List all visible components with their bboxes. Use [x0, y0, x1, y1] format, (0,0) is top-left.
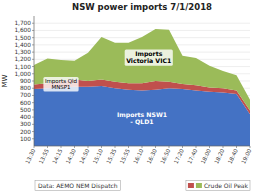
x-tick [88, 146, 89, 148]
x-tick [182, 146, 183, 148]
x-tick [142, 146, 143, 148]
label-box [125, 49, 173, 65]
x-tick-label: 17:20 [173, 147, 185, 164]
series-label: Victoria VIC1 [126, 57, 171, 64]
logo-swatch [188, 183, 194, 188]
logo-swatch [196, 183, 202, 188]
y-tick-label: 400 [20, 114, 31, 120]
x-tick [128, 146, 129, 148]
chart: 100200 300400500600 7008009001,0001,100 1,2… [0, 0, 258, 195]
x-tick [209, 146, 210, 148]
logo-frame [186, 181, 250, 191]
y-tick-label: 700 [20, 92, 31, 98]
y-tick-label: 600 [20, 100, 31, 106]
x-tick-label: 14:30 [65, 147, 77, 164]
title: NSW power imports 7/1/2018 [72, 2, 212, 12]
y-tick-label: 1,100 [14, 64, 31, 70]
y-tick-label: 1,400 [14, 42, 31, 48]
x-tick [34, 146, 35, 148]
y-axis [34, 16, 35, 146]
x-tick [47, 146, 48, 148]
y-tick-label: 500 [20, 107, 31, 113]
logo-box: Crude Oil Peak [186, 181, 250, 191]
y-tick-label: 1,500 [14, 35, 31, 41]
x-tick [61, 146, 62, 148]
x-tick-label: 18:00 [200, 147, 212, 164]
x-tick [169, 146, 170, 148]
x-tick-label: 14:15 [51, 147, 63, 164]
x-tick-label: 15:35 [105, 147, 117, 164]
x-tick-label: 13:30 [24, 147, 36, 164]
label-box [43, 77, 78, 92]
x-tick [223, 146, 224, 148]
x-tick-label: 18:40 [227, 147, 239, 164]
y-tick-label: 1,000 [14, 71, 31, 77]
series-label-group: ImportsVictoria VIC1 [125, 49, 173, 65]
x-tick [196, 146, 197, 148]
y-tick-label: 1,300 [14, 49, 31, 55]
grid-line [34, 30, 250, 31]
series-label: - QLD1 [130, 118, 153, 125]
grid-line [34, 23, 250, 24]
y-tick-label: 200 [20, 129, 31, 135]
footnote-box [35, 181, 121, 191]
x-tick [74, 146, 75, 148]
x-tick [250, 146, 251, 148]
y-tick-label: 1,700 [14, 20, 31, 26]
x-tick-label: 14:50 [78, 147, 90, 164]
y-tick-label: 800 [20, 85, 31, 91]
y-tick-label: 900 [20, 78, 31, 84]
area [34, 86, 250, 146]
x-tick-label: 15:10 [92, 147, 104, 164]
x-tick-label: 19:00 [240, 147, 252, 164]
x-tick [101, 146, 102, 148]
x-tick [236, 146, 237, 148]
series-label: MNSP1 [51, 84, 70, 90]
x-tick-label: 16:50 [159, 147, 171, 164]
series-label-group: Imports QldMNSP1 [43, 77, 78, 92]
x-tick [155, 146, 156, 148]
series-label-group: Imports NSW1- QLD1 [117, 111, 167, 125]
footnote: Data: AEMO NEM Dispatch [38, 182, 118, 190]
logo-text: Crude Oil Peak [204, 182, 249, 189]
x-tick-label: 15:55 [119, 147, 131, 164]
y-label: MW [1, 74, 9, 87]
y-tick-label: 1,600 [14, 27, 31, 33]
x-tick-label: 13:55 [38, 147, 50, 164]
area [34, 29, 250, 111]
x-tick-label: 16:30 [146, 147, 158, 164]
x-tick-label: 17:40 [186, 147, 198, 164]
y-tick-label: 100 [20, 136, 31, 142]
x-tick [115, 146, 116, 148]
x-tick-label: 16:10 [132, 147, 144, 164]
y-tick-label: 1,200 [14, 56, 31, 62]
x-tick-label: 18:20 [213, 147, 225, 164]
areas [34, 29, 250, 146]
y-tick-label: 300 [20, 121, 31, 127]
